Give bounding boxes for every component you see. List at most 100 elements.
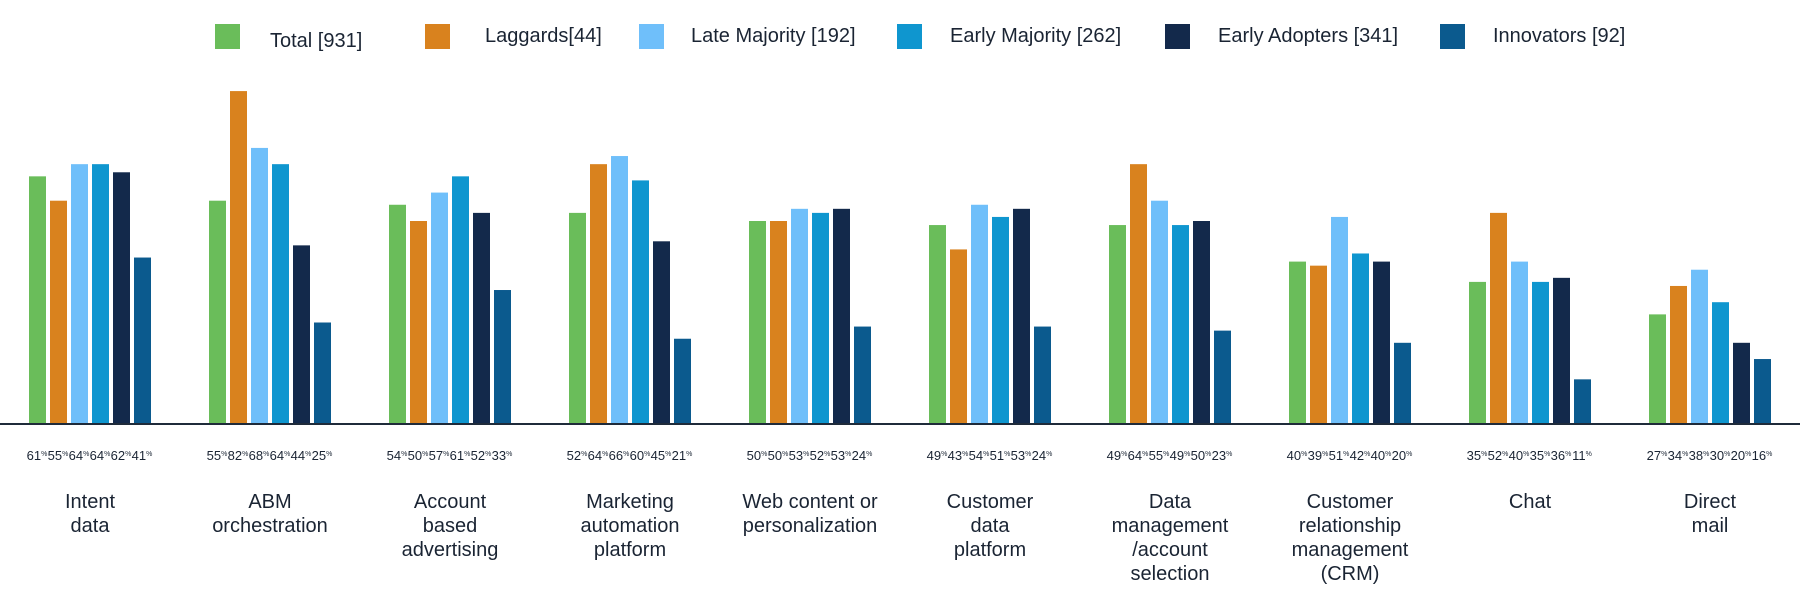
value-label-marketing-automation-platform-laggards-44: 64% [588, 448, 609, 463]
bar-abm-orchestration-early-adopters-341 [293, 245, 310, 424]
value-label-intent-data-innovators-92: 41% [132, 448, 153, 463]
bar-direct-mail-total-931 [1649, 314, 1666, 424]
value-label-intent-data-early-majority-262: 64% [90, 448, 111, 463]
bar-abm-orchestration-laggards-44 [230, 91, 247, 424]
bar-customer-relationship-management-crm-laggards-44 [1310, 265, 1327, 424]
legend-swatch-innovators-92 [1440, 24, 1465, 49]
value-label-marketing-automation-platform-innovators-92: 21% [672, 448, 693, 463]
bar-web-content-or-personalization-innovators-92 [854, 326, 871, 424]
value-label-chat-late-majority-192: 40% [1509, 448, 1530, 463]
bar-abm-orchestration-innovators-92 [314, 322, 331, 424]
value-label-direct-mail-early-majority-262: 30% [1710, 448, 1731, 463]
value-label-account-based-advertising-early-majority-262: 61% [450, 448, 471, 463]
legend-swatch-early-adopters-341 [1165, 24, 1190, 49]
value-label-abm-orchestration-innovators-92: 25% [312, 448, 333, 463]
legend-swatch-total-931 [215, 24, 240, 49]
bar-direct-mail-innovators-92 [1754, 359, 1771, 424]
category-label-abm-orchestration: ABM orchestration [212, 491, 328, 537]
value-label-direct-mail-early-adopters-341: 20% [1731, 448, 1752, 463]
bar-chat-innovators-92 [1574, 379, 1591, 424]
bar-direct-mail-early-adopters-341 [1733, 342, 1750, 424]
value-label-chat-total-931: 35% [1467, 448, 1488, 463]
value-label-web-content-or-personalization-laggards-44: 50% [768, 448, 789, 463]
bar-customer-relationship-management-crm-early-adopters-341 [1373, 261, 1390, 424]
value-label-direct-mail-total-931: 27% [1647, 448, 1668, 463]
bar-customer-data-platform-innovators-92 [1034, 326, 1051, 424]
value-label-account-based-advertising-laggards-44: 50% [408, 448, 429, 463]
value-label-customer-data-platform-innovators-92: 24% [1032, 448, 1053, 463]
value-label-marketing-automation-platform-early-adopters-341: 45% [651, 448, 672, 463]
value-label-direct-mail-late-majority-192: 38% [1689, 448, 1710, 463]
bar-direct-mail-early-majority-262 [1712, 302, 1729, 424]
value-label-web-content-or-personalization-total-931: 50% [747, 448, 768, 463]
bar-chat-early-majority-262 [1532, 281, 1549, 424]
value-label-customer-relationship-management-crm-innovators-92: 20% [1392, 448, 1413, 463]
bar-customer-relationship-management-crm-total-931 [1289, 261, 1306, 424]
bar-chat-total-931 [1469, 281, 1486, 424]
bar-web-content-or-personalization-early-majority-262 [812, 212, 829, 424]
legend-swatch-laggards-44 [425, 24, 450, 49]
value-label-account-based-advertising-total-931: 54% [387, 448, 408, 463]
category-label-web-content-or-personalization: Web content or personalization [742, 491, 878, 537]
value-label-data-management-account-selection-innovators-92: 23% [1212, 448, 1233, 463]
value-label-account-based-advertising-late-majority-192: 57% [429, 448, 450, 463]
value-label-chat-early-adopters-341: 36% [1551, 448, 1572, 463]
bar-direct-mail-laggards-44 [1670, 285, 1687, 424]
value-label-data-management-account-selection-total-931: 49% [1107, 448, 1128, 463]
value-label-abm-orchestration-early-adopters-341: 44% [291, 448, 312, 463]
category-label-customer-relationship-management-crm: Customer relationship management (CRM) [1292, 491, 1409, 585]
value-label-account-based-advertising-early-adopters-341: 52% [471, 448, 492, 463]
bar-intent-data-late-majority-192 [71, 164, 88, 424]
bar-web-content-or-personalization-late-majority-192 [791, 208, 808, 424]
legend-swatch-early-majority-262 [897, 24, 922, 49]
value-label-marketing-automation-platform-total-931: 52% [567, 448, 588, 463]
legend-label-late-majority-192: Late Majority [192] [691, 25, 856, 47]
category-label-direct-mail: Direct mail [1684, 491, 1737, 537]
bar-intent-data-innovators-92 [134, 257, 151, 424]
bar-chat-early-adopters-341 [1553, 277, 1570, 424]
value-label-direct-mail-innovators-92: 16% [1752, 448, 1773, 463]
category-label-marketing-automation-platform: Marketing automation platform [581, 491, 680, 561]
bar-abm-orchestration-early-majority-262 [272, 164, 289, 424]
bar-customer-relationship-management-crm-innovators-92 [1394, 342, 1411, 424]
value-labels: 61% 55% 64% 64% 62% 41% 55% 82% 68% 64% 44% 25% 54% 5… [27, 448, 1773, 463]
value-label-marketing-automation-platform-late-majority-192: 66% [609, 448, 630, 463]
bar-customer-data-platform-early-majority-262 [992, 216, 1009, 424]
legend-label-laggards-44: Laggards[44] [485, 25, 602, 47]
bar-intent-data-laggards-44 [50, 200, 67, 424]
legend: Total [931] Laggards[44] Late Majority [19… [215, 24, 1625, 52]
bar-customer-relationship-management-crm-early-majority-262 [1352, 253, 1369, 424]
value-label-abm-orchestration-laggards-44: 82% [228, 448, 249, 463]
value-label-customer-data-platform-late-majority-192: 54% [969, 448, 990, 463]
value-label-abm-orchestration-total-931: 55% [207, 448, 228, 463]
bar-customer-data-platform-total-931 [929, 225, 946, 424]
value-label-account-based-advertising-innovators-92: 33% [492, 448, 513, 463]
bar-customer-data-platform-laggards-44 [950, 249, 967, 424]
bar-account-based-advertising-early-adopters-341 [473, 212, 490, 424]
legend-label-early-adopters-341: Early Adopters [341] [1218, 25, 1398, 47]
legend-label-innovators-92: Innovators [92] [1493, 25, 1625, 47]
category-label-account-based-advertising: Account based advertising [402, 491, 499, 561]
value-label-direct-mail-laggards-44: 34% [1668, 448, 1689, 463]
category-label-intent-data: Intent data [65, 491, 115, 537]
value-label-customer-relationship-management-crm-early-majority-262: 42% [1350, 448, 1371, 463]
bar-intent-data-total-931 [29, 176, 46, 424]
value-label-customer-data-platform-early-adopters-341: 53% [1011, 448, 1032, 463]
value-label-chat-innovators-92: 11% [1572, 448, 1592, 463]
value-label-data-management-account-selection-laggards-44: 64% [1128, 448, 1149, 463]
bar-direct-mail-late-majority-192 [1691, 269, 1708, 424]
bar-marketing-automation-platform-innovators-92 [674, 338, 691, 424]
category-labels: Intent data ABM orchestration Account based ad… [65, 491, 1737, 585]
value-label-intent-data-early-adopters-341: 62% [111, 448, 132, 463]
value-label-customer-data-platform-total-931: 49% [927, 448, 948, 463]
bar-abm-orchestration-total-931 [209, 200, 226, 424]
category-label-chat: Chat [1509, 491, 1552, 513]
bar-abm-orchestration-late-majority-192 [251, 147, 268, 425]
bar-marketing-automation-platform-early-adopters-341 [653, 241, 670, 424]
value-label-data-management-account-selection-early-adopters-341: 50% [1191, 448, 1212, 463]
bar-web-content-or-personalization-laggards-44 [770, 221, 787, 424]
bar-marketing-automation-platform-total-931 [569, 212, 586, 424]
bar-customer-data-platform-early-adopters-341 [1013, 208, 1030, 424]
bar-data-management-account-selection-innovators-92 [1214, 330, 1231, 424]
